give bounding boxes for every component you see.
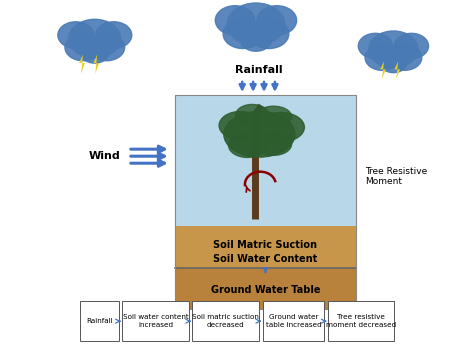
Circle shape [365,45,399,70]
Circle shape [249,19,289,48]
Circle shape [380,53,407,73]
Circle shape [65,34,101,61]
Ellipse shape [255,133,292,155]
Ellipse shape [219,112,262,140]
Text: Soil water content
increased: Soil water content increased [123,314,188,328]
Circle shape [388,45,422,70]
Polygon shape [93,54,99,74]
Circle shape [215,6,255,35]
FancyBboxPatch shape [80,301,118,341]
FancyBboxPatch shape [122,301,189,341]
Circle shape [223,19,263,48]
Text: Ground Water Table: Ground Water Table [210,285,320,296]
Text: Tree Resistive
Moment: Tree Resistive Moment [365,167,427,186]
Polygon shape [394,61,400,79]
Circle shape [394,33,428,59]
FancyBboxPatch shape [192,301,259,341]
Circle shape [58,22,94,48]
Circle shape [240,28,272,51]
FancyBboxPatch shape [263,301,324,341]
Circle shape [96,22,132,48]
Text: Soil Matric Suction: Soil Matric Suction [213,240,318,250]
FancyBboxPatch shape [175,95,356,226]
Text: Soil matric suction
decreased: Soil matric suction decreased [192,314,259,328]
Circle shape [358,33,392,59]
Polygon shape [79,54,85,74]
Text: Soil Water Content: Soil Water Content [213,254,318,264]
Circle shape [228,3,284,45]
Circle shape [369,31,418,68]
Ellipse shape [224,112,295,157]
Ellipse shape [255,106,292,127]
Circle shape [69,19,121,58]
Text: Ground water
table increased: Ground water table increased [265,314,321,328]
FancyBboxPatch shape [175,268,356,309]
Ellipse shape [257,113,304,142]
FancyBboxPatch shape [175,226,356,309]
Text: Tree resistive
moment decreased: Tree resistive moment decreased [326,314,396,328]
Ellipse shape [236,105,269,126]
Text: Wind: Wind [89,151,121,161]
Circle shape [257,6,297,35]
Circle shape [89,34,125,61]
Circle shape [81,42,109,63]
Ellipse shape [228,134,266,158]
Text: Rainfall: Rainfall [235,66,282,75]
Text: Rainfall: Rainfall [86,318,112,324]
Polygon shape [380,61,386,79]
FancyBboxPatch shape [328,301,394,341]
